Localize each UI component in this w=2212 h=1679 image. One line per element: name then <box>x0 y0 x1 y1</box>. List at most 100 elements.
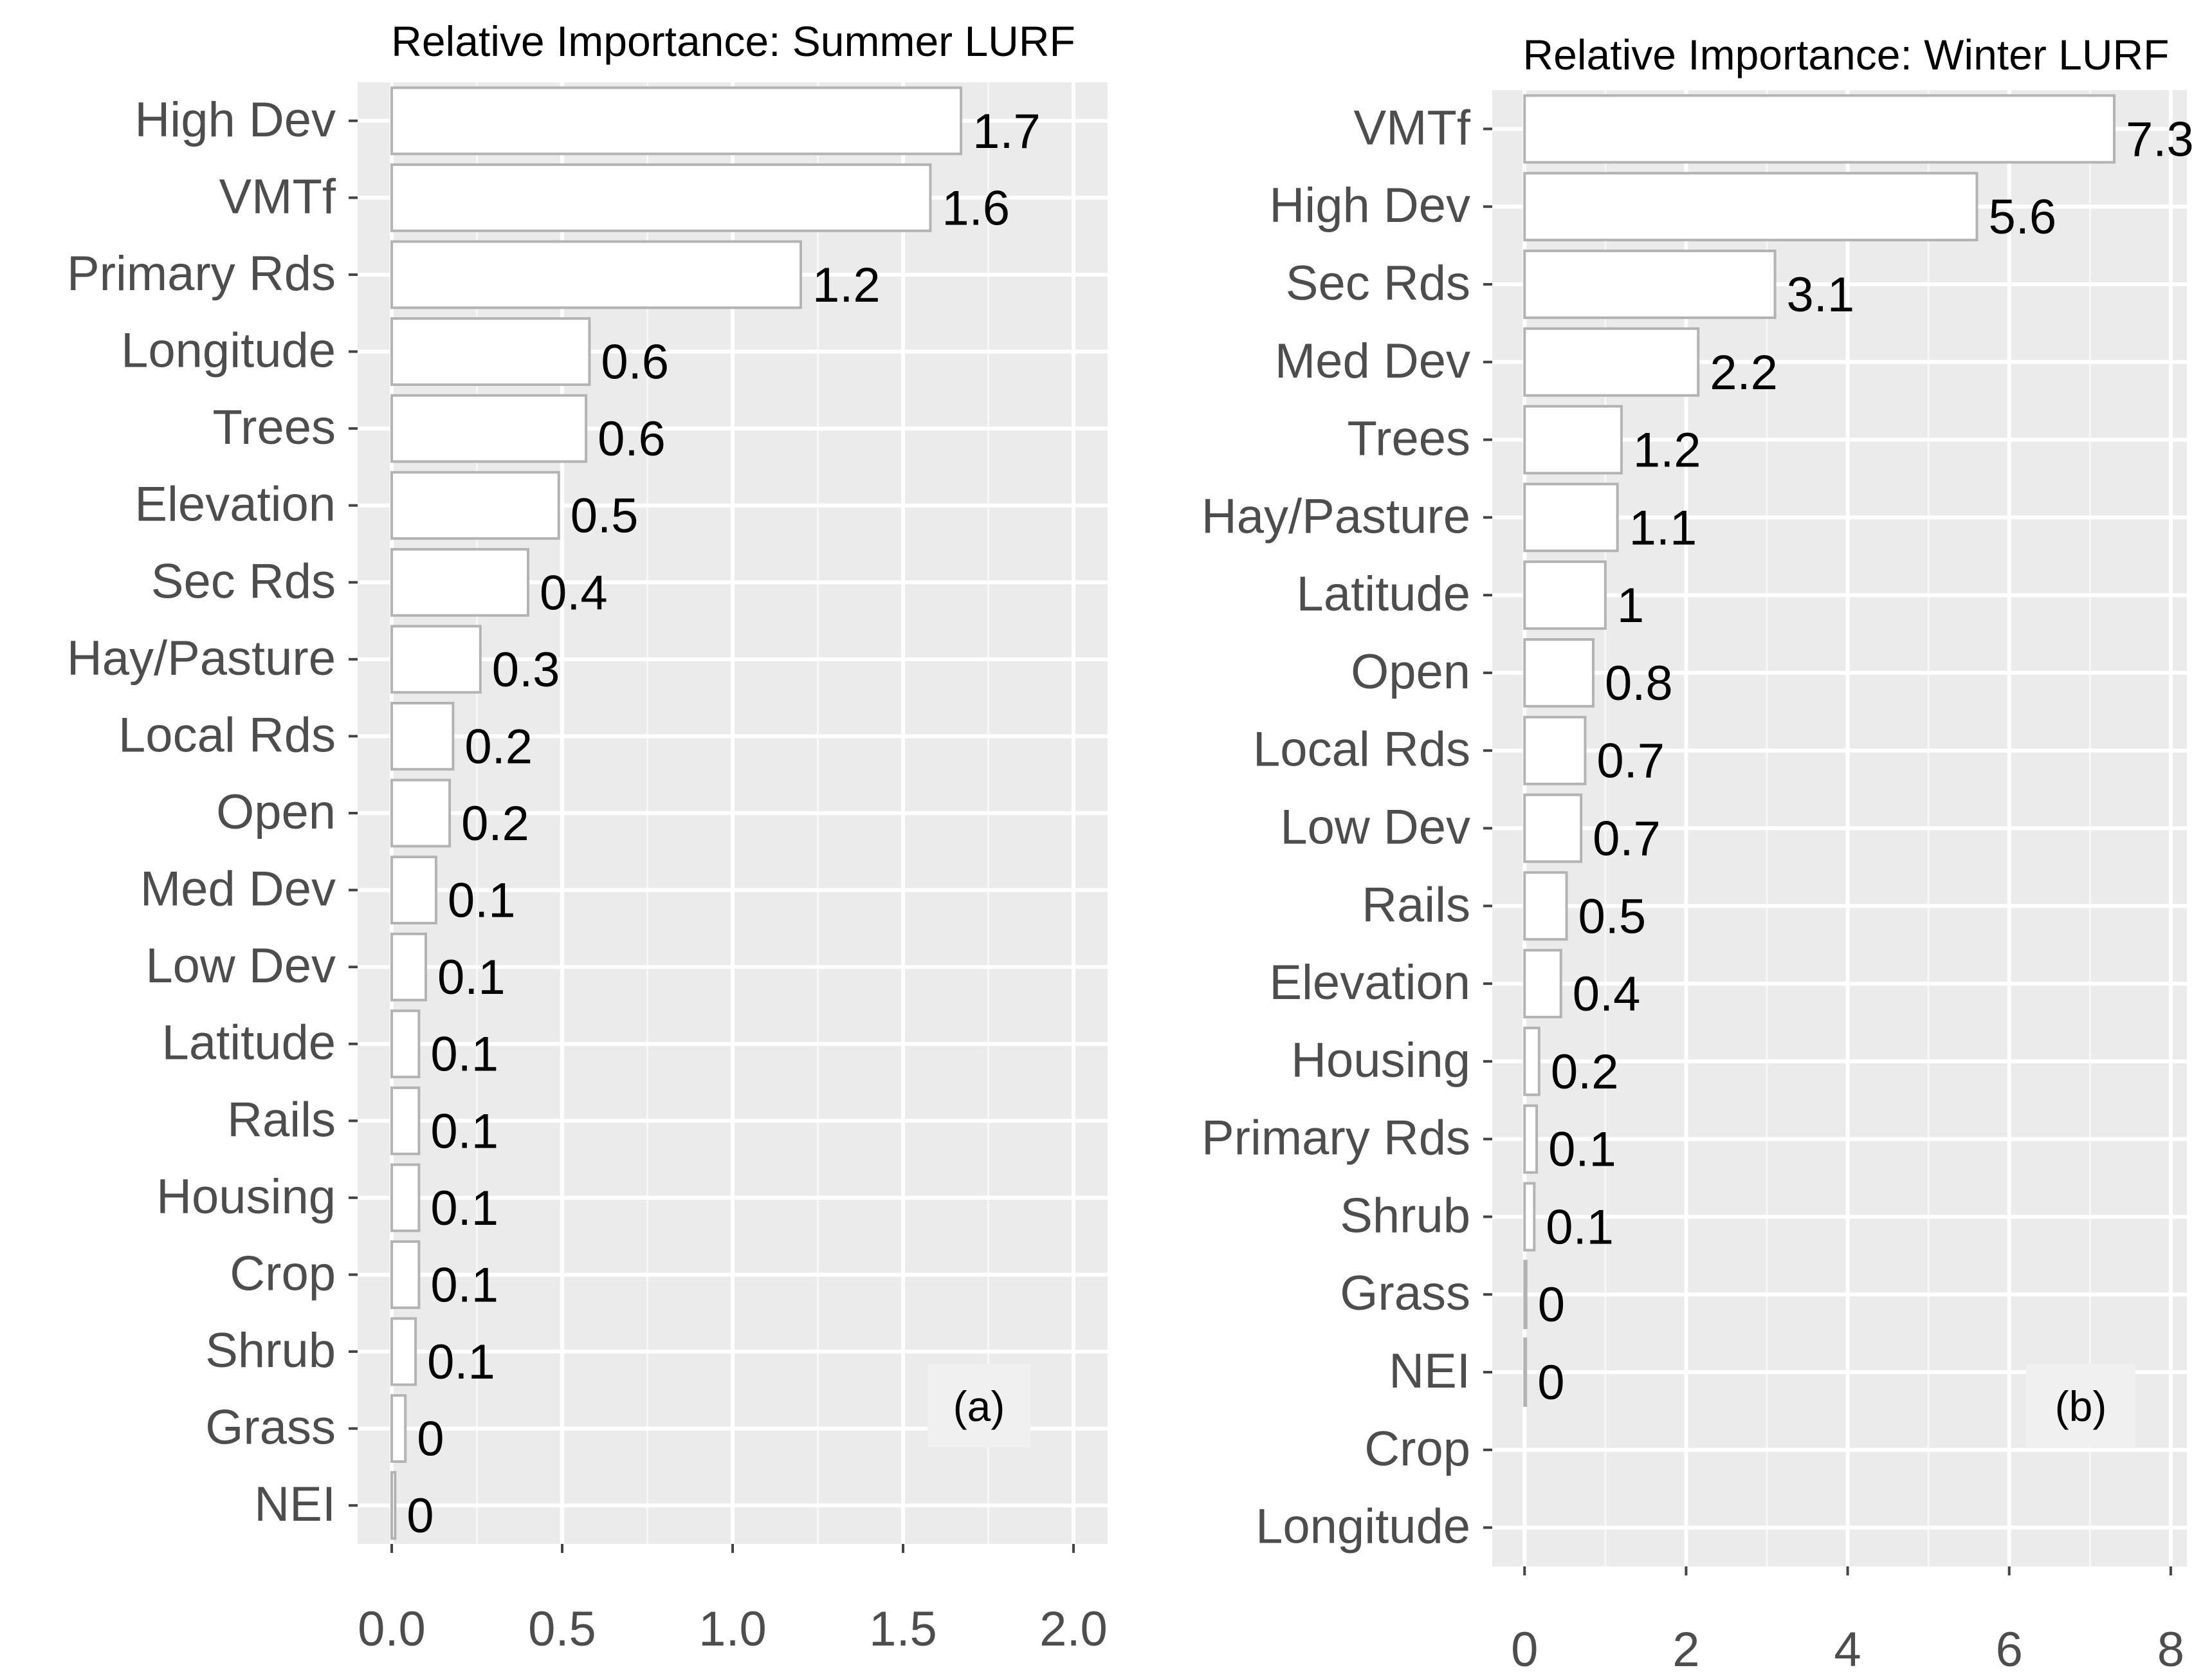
chart-a-value-label: 0.3 <box>492 643 560 697</box>
chart-b-y-label-elevation: Elevation <box>1269 955 1470 1010</box>
chart-b-bar-primary-rds <box>1523 1104 1539 1174</box>
chart-b-x-tick-label: 2 <box>1672 1622 1699 1677</box>
chart-b-y-label-trees: Trees <box>1348 412 1470 466</box>
chart-b-value-label: 2.2 <box>1710 345 1778 400</box>
chart-a-y-label-trees: Trees <box>213 400 336 455</box>
chart-b-x-tick-label: 4 <box>1834 1622 1861 1677</box>
chart-b-bar-local-rds <box>1523 715 1587 785</box>
chart-b-bar-shrub <box>1523 1182 1536 1252</box>
chart-a-x-tick-label: 2.0 <box>1039 1602 1108 1656</box>
chart-a-bar-housing <box>390 1163 421 1233</box>
chart-b-value-label: 7.3 <box>2126 112 2194 167</box>
chart-b-value-label: 3.1 <box>1787 268 1855 322</box>
chart-a-bar-shrub <box>390 1317 417 1386</box>
chart-a-x-tick-label: 1.0 <box>699 1602 767 1656</box>
chart-a-y-label-hay-pasture: Hay/Pasture <box>67 631 336 686</box>
chart-a-bar-sec-rds <box>390 547 529 617</box>
chart-a-value-label: 0 <box>407 1489 434 1543</box>
chart-a-bar-elevation <box>390 471 560 540</box>
chart-a-panel-label-box <box>928 1364 1030 1447</box>
chart-b-y-label-local-rds: Local Rds <box>1253 722 1470 777</box>
chart-b-panel-label: (b) <box>2055 1382 2107 1430</box>
chart-b-bar-elevation <box>1523 949 1562 1019</box>
chart-a-title: Relative Importance: Summer LURF <box>391 17 1075 65</box>
chart-a-value-label: 0 <box>417 1412 444 1467</box>
chart-a-value-label: 0.1 <box>430 1181 498 1236</box>
chart-b: VMTf 7.3 High Dev 5.6 Sec Rds 3.1 Med Dev 2.2 Tr… <box>1202 31 2194 1677</box>
chart-b-panel-label-box <box>2026 1364 2135 1447</box>
chart-a-y-label-elevation: Elevation <box>134 477 336 532</box>
chart-b-bar-housing <box>1523 1026 1540 1096</box>
chart-b-bar-latitude <box>1523 560 1607 630</box>
chart-a-value-label: 0.6 <box>601 335 669 390</box>
chart-a-bar-med-dev <box>390 856 437 924</box>
chart-a-y-label-housing: Housing <box>156 1170 336 1224</box>
chart-a-bar-longitude <box>390 317 591 386</box>
chart-b-value-label: 0.8 <box>1605 656 1673 711</box>
chart-a-y-label-longitude: Longitude <box>121 324 336 378</box>
chart-a-bar-low-dev <box>390 932 427 1002</box>
chart-b-bar-rails <box>1523 871 1568 941</box>
chart-b-bar-grass <box>1523 1260 1528 1330</box>
chart-b-bar-low-dev <box>1523 793 1583 863</box>
chart-b-bar-high-dev <box>1523 172 1979 242</box>
chart-a-y-label-high-dev: High Dev <box>134 93 336 147</box>
chart-b-bar-open <box>1523 638 1595 708</box>
chart-a-value-label: 0.5 <box>571 489 639 544</box>
chart-b-y-label-med-dev: Med Dev <box>1275 334 1470 389</box>
chart-b-value-label: 1.1 <box>1629 500 1697 555</box>
chart-b-y-label-crop: Crop <box>1364 1422 1470 1476</box>
chart-b-bar-sec-rds <box>1523 250 1777 319</box>
chart-a-bar-hay-pasture <box>390 625 482 694</box>
chart-b-y-label-primary-rds: Primary Rds <box>1202 1111 1470 1166</box>
chart-a-bar-grass <box>390 1394 407 1463</box>
chart-b-value-label: 0.2 <box>1551 1045 1619 1099</box>
chart-b-bar-trees <box>1523 405 1623 475</box>
chart-b-y-label-rails: Rails <box>1362 877 1470 932</box>
chart-b-y-label-high-dev: High Dev <box>1269 178 1470 233</box>
chart-a-x-tick-label: 0.5 <box>528 1602 596 1656</box>
chart-b-x-tick-label: 6 <box>1996 1622 2023 1677</box>
chart-a-bar-vmtf <box>390 163 932 232</box>
chart-a-value-label: 0.1 <box>427 1335 495 1390</box>
chart-a-value-label: 0.1 <box>430 1258 498 1312</box>
chart-a-value-label: 1.2 <box>812 258 881 313</box>
chart-b-bar-hay-pasture <box>1523 482 1619 553</box>
chart-a-bar-local-rds <box>390 702 455 771</box>
chart-a-value-label: 0.1 <box>437 950 506 1005</box>
chart-b-value-label: 0.7 <box>1596 734 1665 789</box>
chart-a-bar-primary-rds <box>390 240 802 309</box>
chart-b-value-label: 0.1 <box>1548 1123 1616 1177</box>
chart-a-y-label-sec-rds: Sec Rds <box>151 554 336 609</box>
chart-a-y-label-low-dev: Low Dev <box>145 939 336 993</box>
chart-a-y-label-primary-rds: Primary Rds <box>67 246 336 301</box>
chart-a: High Dev 1.7 VMTf 1.6 Primary Rds 1.2 Longitud… <box>67 17 1108 1656</box>
chart-b-y-label-housing: Housing <box>1291 1033 1470 1088</box>
chart-b-y-label-latitude: Latitude <box>1297 567 1470 621</box>
chart-b-y-label-open: Open <box>1351 645 1470 699</box>
chart-b-bar-med-dev <box>1523 327 1700 397</box>
chart-a-value-label: 0.1 <box>430 1027 498 1082</box>
chart-a-panel-label: (a) <box>953 1382 1005 1430</box>
chart-b-value-label: 0.4 <box>1573 967 1641 1022</box>
chart-a-y-label-vmtf: VMTf <box>219 169 336 224</box>
chart-b-y-label-vmtf: VMTf <box>1353 100 1470 155</box>
chart-b-y-label-grass: Grass <box>1340 1266 1470 1321</box>
chart-a-y-label-grass: Grass <box>205 1400 336 1455</box>
chart-b-value-label: 0 <box>1538 1278 1565 1332</box>
chart-b-value-label: 1.2 <box>1633 423 1701 478</box>
chart-b-y-label-longitude: Longitude <box>1256 1500 1470 1554</box>
chart-b-value-label: 0.7 <box>1593 812 1661 867</box>
chart-a-bar-crop <box>390 1240 421 1309</box>
chart-a-y-label-latitude: Latitude <box>162 1016 336 1070</box>
chart-b-y-label-low-dev: Low Dev <box>1280 800 1470 855</box>
chart-a-bar-latitude <box>390 1009 421 1079</box>
chart-a-value-label: 0.2 <box>461 796 529 851</box>
chart-a-value-label: 0.1 <box>430 1104 498 1159</box>
chart-a-bar-nei <box>390 1471 397 1540</box>
chart-b-y-label-sec-rds: Sec Rds <box>1286 256 1470 311</box>
chart-b-value-label: 0 <box>1537 1355 1564 1410</box>
chart-b-y-label-hay-pasture: Hay/Pasture <box>1202 489 1470 544</box>
chart-b-value-label: 0.1 <box>1546 1200 1614 1254</box>
